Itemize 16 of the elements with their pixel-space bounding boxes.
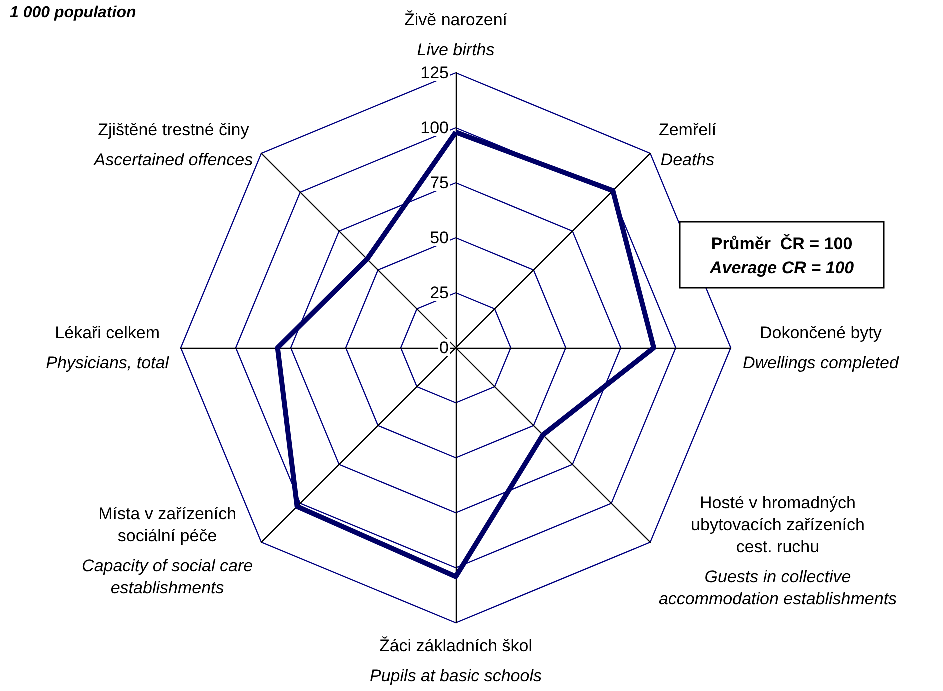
y-tick-label: 125: [420, 64, 449, 82]
spoke-label: Zjištěné trestné činy Ascertained offences: [93, 120, 254, 170]
spoke-label: Místa v zařízeních sociální péče Capacity of social care establishments: [82, 504, 254, 598]
y-tick-label: 50: [430, 228, 449, 248]
y-tick-label: 25: [430, 284, 449, 302]
y-tick-label: 0: [440, 338, 449, 358]
spoke-label: Žáci základních škol Pupils at basic schools: [370, 636, 542, 686]
spoke-label: Dokončené byty Dwellings completed: [743, 324, 900, 372]
spoke-label: Živě narození Live births: [404, 10, 508, 60]
y-tick-label: 75: [430, 174, 449, 192]
spoke-label: Lékaři celkem Physicians, total: [46, 324, 170, 372]
spoke-label: Hosté v hromadných ubytovacích zařízeních cest. ruchu Guests in collective accommodation establishments: [658, 493, 898, 608]
spoke-label: Zemřelí Deaths: [658, 120, 717, 170]
chart-subtitle: 1 000 population: [10, 4, 136, 22]
y-tick-label: 100: [420, 118, 449, 138]
text: Průměr ČR = 100 Average CR = 100: [708, 234, 855, 278]
